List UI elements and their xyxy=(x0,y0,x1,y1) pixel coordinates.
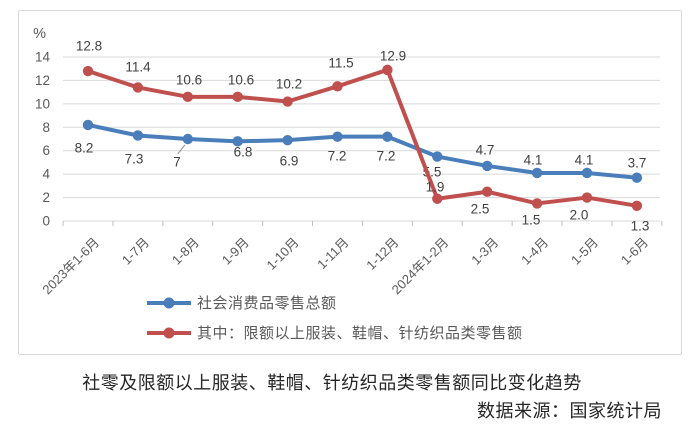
data-point-marker xyxy=(631,172,643,183)
data-label: 10.6 xyxy=(176,73,202,88)
x-axis-category-label: 1-4月 xyxy=(518,235,551,268)
data-label: 12.8 xyxy=(76,39,102,54)
data-point-marker xyxy=(531,167,543,179)
data-point-marker xyxy=(581,192,593,203)
data-label: 4.1 xyxy=(575,153,594,168)
data-label: 4.7 xyxy=(476,143,495,158)
data-label: 3.7 xyxy=(628,156,647,171)
y-axis-unit-label: % xyxy=(33,26,46,42)
data-point-marker xyxy=(282,96,293,107)
x-axis-category-label: 2023年1-6月 xyxy=(39,235,102,298)
legend-marker-red-line-icon xyxy=(147,327,191,338)
data-point-marker xyxy=(182,91,193,103)
data-point-marker xyxy=(82,119,94,131)
data-label: 10.6 xyxy=(228,73,254,88)
data-point-marker xyxy=(82,65,94,77)
legend-label-total-retail: 社会消费品零售总额 xyxy=(197,295,337,312)
legend-marker-blue-line-icon xyxy=(147,297,191,308)
y-axis-tick-label: 8 xyxy=(42,120,50,135)
data-point-marker xyxy=(232,91,243,103)
legend-item-total-retail: 社会消费品零售总额 xyxy=(146,292,523,313)
data-label: 7.3 xyxy=(125,152,144,167)
y-axis-tick-label: 12 xyxy=(35,73,50,88)
data-point-marker xyxy=(232,136,243,147)
data-label: 12.9 xyxy=(380,49,406,64)
data-label: 2.0 xyxy=(570,208,589,223)
legend-item-apparel-retail: 其中：限额以上服装、鞋帽、针纺织品类零售额 xyxy=(146,322,523,343)
data-point-marker xyxy=(531,198,543,209)
series-line-apparel-retail xyxy=(86,67,639,208)
data-source-note: 数据来源：国家统计局 xyxy=(477,401,662,421)
x-axis-category-label: 1-12月 xyxy=(363,235,401,273)
legend-label-apparel-retail: 其中：限额以上服装、鞋帽、针纺织品类零售额 xyxy=(197,325,523,342)
data-point-marker xyxy=(282,134,293,146)
data-label: 1.3 xyxy=(631,219,650,234)
x-axis-category-label: 1-7月 xyxy=(119,235,152,268)
x-axis-category-label: 1-10月 xyxy=(264,235,302,273)
data-label: 10.2 xyxy=(276,77,302,92)
data-point-marker xyxy=(132,130,144,141)
data-point-marker xyxy=(332,81,343,92)
line-chart-plot-area: 0 2 4 6 8 10 12 14% 2023年1-6月 1-7月 1-8月 1-9月 1-10月 1-… xyxy=(33,26,663,298)
data-point-marker xyxy=(132,82,144,93)
data-point-marker xyxy=(482,160,493,172)
y-axis-tick-label: 10 xyxy=(35,96,50,111)
data-point-marker xyxy=(432,193,443,204)
x-axis-category-label: 1-11月 xyxy=(314,235,352,273)
x-axis-category-label: 1-5月 xyxy=(568,235,601,268)
y-axis-tick-label: 2 xyxy=(42,190,50,205)
y-axis-tick-label: 6 xyxy=(42,143,50,158)
x-axis-category-label: 1-8月 xyxy=(169,235,202,268)
chart-legend: 社会消费品零售总额 其中：限额以上服装、鞋帽、针纺织品类零售额 xyxy=(146,292,523,343)
y-axis-tick-label: 0 xyxy=(42,214,50,229)
data-label: 1.5 xyxy=(522,213,541,228)
data-point-marker xyxy=(581,167,593,179)
data-label: 11.5 xyxy=(328,56,353,71)
data-label: 2.5 xyxy=(471,202,490,217)
data-label: 7 xyxy=(173,155,181,170)
data-point-marker xyxy=(332,131,343,142)
y-axis-tick-label: 14 xyxy=(35,50,51,65)
data-point-marker xyxy=(432,151,443,162)
data-label: 8.2 xyxy=(75,141,94,156)
chart-title: 社零及限额以上服装、鞋帽、针纺织品类零售额同比变化趋势 xyxy=(82,373,582,393)
data-label-leader-line xyxy=(177,144,186,155)
data-point-marker xyxy=(382,131,393,142)
data-point-marker xyxy=(382,64,393,76)
x-axis-category-label: 1-3月 xyxy=(468,235,501,268)
x-axis-category-label: 1-6月 xyxy=(618,235,651,268)
series-line-total-retail xyxy=(86,122,639,180)
x-axis-category-label: 1-9月 xyxy=(219,235,252,268)
data-point-marker xyxy=(482,186,493,197)
data-label: 4.1 xyxy=(524,153,543,168)
data-label: 11.4 xyxy=(125,60,151,75)
data-point-marker xyxy=(631,200,643,211)
data-label: 1.9 xyxy=(426,180,445,195)
y-axis-tick-label: 4 xyxy=(42,167,50,182)
data-label: 6.9 xyxy=(280,154,299,169)
data-point-marker xyxy=(182,133,193,145)
chart-frame xyxy=(18,10,682,355)
data-label: 6.8 xyxy=(234,145,253,160)
data-label: 7.2 xyxy=(328,149,347,164)
data-label: 7.2 xyxy=(377,149,396,164)
